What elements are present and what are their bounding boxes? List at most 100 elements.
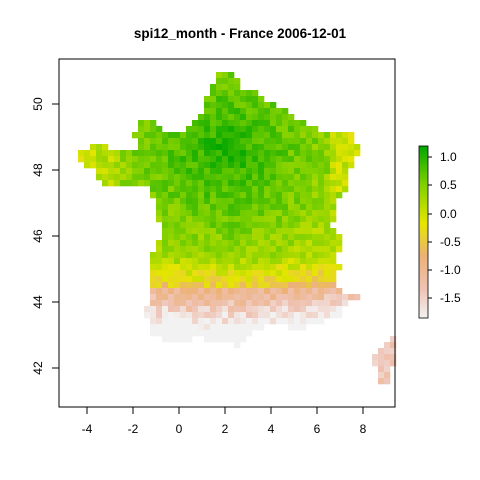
raster-cell [288,132,295,139]
raster-cell [240,336,247,343]
raster-cell [204,288,211,295]
raster-cell [210,120,217,127]
raster-cell [192,222,199,229]
raster-cell [222,204,229,211]
raster-cell [156,150,163,157]
raster-cell [306,318,313,325]
raster-cell [330,162,337,169]
raster-cell [180,300,187,307]
raster-cell [192,258,199,265]
raster-cell [324,264,331,271]
raster-cell [150,138,157,145]
raster-cell [222,180,229,187]
raster-cell [222,102,229,109]
raster-cell [240,264,247,271]
raster-cell [192,168,199,175]
raster-cell [150,312,157,319]
raster-cell [276,318,283,325]
raster-cell [222,222,229,229]
raster-cell [204,144,211,151]
raster-cell [306,306,313,313]
raster-cell [270,162,277,169]
raster-cell [168,180,175,187]
raster-cell [204,186,211,193]
raster-cell [246,144,253,151]
raster-cell [162,270,169,277]
raster-cell [210,210,217,217]
raster-cell [288,174,295,181]
raster-cell [258,258,265,265]
raster-cell [330,192,337,199]
raster-cell [342,168,349,175]
raster-cell [198,276,205,283]
raster-cell [216,222,223,229]
raster-cell [180,180,187,187]
raster-cell [150,294,157,301]
raster-cell [258,120,265,127]
raster-cell [204,264,211,271]
raster-cell [162,198,169,205]
raster-cell [252,246,259,253]
raster-cell [222,186,229,193]
raster-cell [270,210,277,217]
raster-cell [264,162,271,169]
raster-cell [300,180,307,187]
raster-cell [294,156,301,163]
raster-cell [252,180,259,187]
raster-cell [240,198,247,205]
raster-cell [210,318,217,325]
raster-cell [252,156,259,163]
raster-cell [150,252,157,259]
raster-cell [240,246,247,253]
raster-cell [168,186,175,193]
raster-cell [174,168,181,175]
raster-cell [294,198,301,205]
raster-cell [228,270,235,277]
raster-cell [204,228,211,235]
raster-cell [288,240,295,247]
raster-cell [312,270,319,277]
raster-cell [228,312,235,319]
raster-cell [216,288,223,295]
raster-cell [228,294,235,301]
raster-cell [312,282,319,289]
raster-cell [168,162,175,169]
raster-cell [216,174,223,181]
raster-cell [312,252,319,259]
raster-cell [318,270,325,277]
raster-cell [288,324,295,331]
raster-cell [258,276,265,283]
raster-cell [174,216,181,223]
raster-cell [288,156,295,163]
raster-cell [288,210,295,217]
raster-cell [222,216,229,223]
raster-cell [264,216,271,223]
raster-cell [198,252,205,259]
raster-cell [294,144,301,151]
raster-cell [186,180,193,187]
raster-cell [228,120,235,127]
raster-cell [348,144,355,151]
raster-cell [324,210,331,217]
raster-cell [240,150,247,157]
raster-cell [234,108,241,115]
raster-cell [216,90,223,97]
raster-cell [378,360,385,367]
raster-cell [258,300,265,307]
raster-cell [336,150,343,157]
raster-cell [132,156,139,163]
raster-cell [198,270,205,277]
raster-cell [162,330,169,337]
raster-cell [174,204,181,211]
raster-cell [240,228,247,235]
raster-cell [228,168,235,175]
raster-cell [216,246,223,253]
raster-cell [330,288,337,295]
raster-cell [150,288,157,295]
raster-cell [126,168,133,175]
raster-cell [282,306,289,313]
raster-cell [198,306,205,313]
raster-cell [222,324,229,331]
raster-cell [294,228,301,235]
raster-cell [282,234,289,241]
